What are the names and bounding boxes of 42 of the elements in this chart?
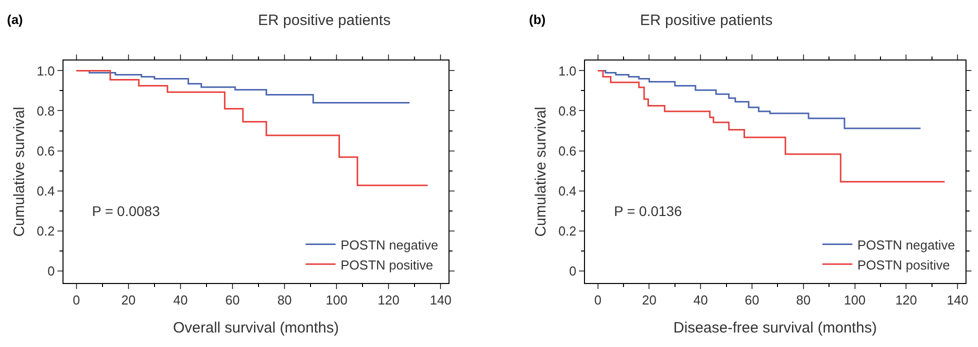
x-axis-title: Disease-free survival (months) — [673, 319, 877, 336]
x-tick-label: 40 — [173, 292, 188, 308]
x-tick-label: 100 — [844, 292, 866, 308]
y-tick-label: 0 — [48, 263, 55, 278]
chart-title: ER positive patients — [640, 12, 773, 29]
y-tick-label: 0 — [569, 263, 576, 278]
x-tick-label: 120 — [378, 292, 400, 308]
x-tick-label: 60 — [225, 292, 240, 308]
x-tick-label: 120 — [895, 292, 918, 308]
text: (a) — [7, 12, 23, 27]
x-tick-label: 0 — [72, 292, 80, 308]
x-tick-label: 140 — [946, 292, 968, 308]
x-tick-label: 80 — [796, 292, 811, 308]
y-tick-label: 0.8 — [36, 103, 55, 118]
y-tick-label: 0.6 — [36, 143, 55, 158]
annotation: P = 0.0083 — [92, 203, 160, 219]
annotation: P = 0.0136 — [614, 203, 682, 219]
chart-title: ER positive patients — [258, 12, 391, 29]
y-tick-label: 0.4 — [558, 183, 576, 198]
y-tick-label: 0.4 — [36, 183, 55, 198]
x-axis-title: Overall survival (months) — [173, 319, 339, 336]
x-tick-label: 80 — [277, 292, 292, 308]
x-tick-label: 40 — [693, 292, 708, 308]
x-tick-label: 20 — [121, 292, 136, 308]
legend-label: POSTN negative — [857, 237, 955, 252]
x-tick-label: 100 — [326, 292, 348, 308]
y-tick-label: 0.2 — [558, 223, 576, 238]
legend-label: POSTN negative — [340, 237, 438, 252]
y-tick-label: 0.6 — [558, 143, 576, 158]
legend-label: POSTN positive — [340, 257, 434, 272]
y-tick-label: 1.0 — [558, 63, 576, 78]
y-axis-title: Cumulative survival — [10, 106, 28, 237]
legend-label: POSTN positive — [857, 257, 950, 272]
x-tick-label: 20 — [642, 292, 656, 308]
y-axis-title: Cumulative survival — [532, 106, 550, 237]
y-tick-label: 0.8 — [558, 103, 576, 118]
text: (b) — [529, 12, 546, 27]
y-tick-label: 1.0 — [36, 63, 55, 78]
x-tick-label: 60 — [744, 292, 760, 308]
x-tick-label: 0 — [594, 292, 602, 308]
x-tick-label: 140 — [430, 292, 452, 308]
y-tick-label: 0.2 — [36, 223, 55, 238]
